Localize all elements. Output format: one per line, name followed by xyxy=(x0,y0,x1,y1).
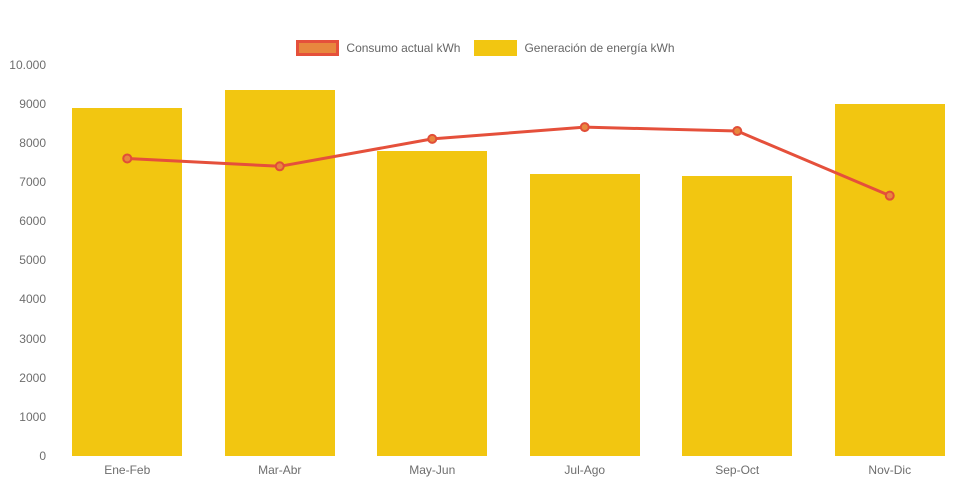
x-axis-label: May-Jun xyxy=(409,463,456,477)
data-point-May-Jun[interactable] xyxy=(427,133,438,144)
y-axis-label: 1000 xyxy=(19,409,46,424)
y-axis-label: 8000 xyxy=(19,135,46,150)
y-axis-label: 9000 xyxy=(19,96,46,111)
generacion-legend-label: Generación de energía kWh xyxy=(524,41,675,55)
y-axis-label: 3000 xyxy=(19,331,46,346)
generacion-legend-swatch xyxy=(474,40,518,56)
y-axis-label: 0 xyxy=(39,449,46,463)
x-axis-label: Nov-Dic xyxy=(868,463,912,477)
consumo-legend-swatch xyxy=(296,40,340,56)
bar-Mar-Abr[interactable] xyxy=(224,89,335,456)
data-point-Jul-Ago[interactable] xyxy=(579,122,590,133)
data-point-Sep-Oct[interactable] xyxy=(732,126,743,137)
bar-Sep-Oct[interactable] xyxy=(682,176,793,456)
bar-Nov-Dic[interactable] xyxy=(834,103,945,456)
y-axis-label: 7000 xyxy=(19,174,46,189)
y-axis-label: 4000 xyxy=(19,292,46,307)
legend-item-generacion[interactable]: Generación de energía kWh xyxy=(474,40,675,56)
consumo-legend-label: Consumo actual kWh xyxy=(346,41,461,55)
bar-Ene-Feb[interactable] xyxy=(72,107,183,456)
x-axis-label: Sep-Oct xyxy=(715,463,760,477)
x-axis-label: Jul-Ago xyxy=(564,463,606,477)
y-axis-label: 6000 xyxy=(19,214,46,229)
y-axis-label: 5000 xyxy=(19,253,46,268)
legend-item-consumo[interactable]: Consumo actual kWh xyxy=(296,40,460,56)
y-axis-label: 10.000 xyxy=(9,57,46,72)
bar-Jul-Ago[interactable] xyxy=(529,174,640,456)
bar-May-Jun[interactable] xyxy=(377,150,488,456)
chart-legend: Consumo actual kWh Generación de energía… xyxy=(0,40,971,56)
x-axis-label: Mar-Abr xyxy=(258,463,302,477)
y-axis-label: 2000 xyxy=(19,370,46,385)
x-axis-label: Ene-Feb xyxy=(104,463,151,477)
